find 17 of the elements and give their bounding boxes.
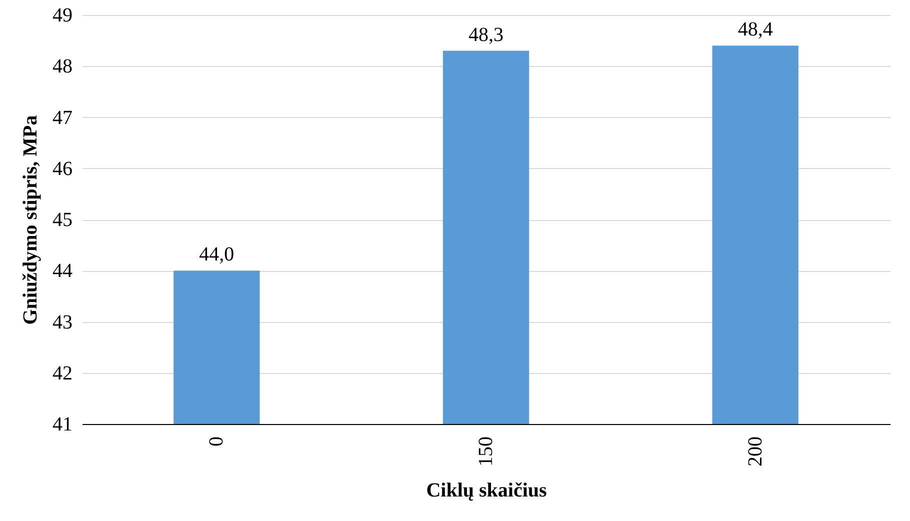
y-tick-label: 48 — [52, 56, 72, 78]
x-axis-title: Ciklų skaičius — [426, 480, 548, 502]
y-tick-label: 44 — [52, 260, 72, 282]
x-tick-label: 0 — [206, 436, 228, 446]
y-tick-label: 42 — [52, 362, 72, 384]
y-tick-label: 41 — [52, 414, 72, 436]
y-axis-title: Gniuždymo stipris, MPa — [20, 115, 42, 325]
data-label: 44,0 — [199, 244, 234, 266]
y-tick-label: 43 — [52, 311, 72, 334]
y-tick-label: 49 — [52, 4, 72, 26]
x-tick-label: 150 — [475, 436, 497, 466]
data-label: 48,4 — [738, 18, 773, 41]
y-tick-label: 45 — [52, 209, 72, 231]
y-tick-label: 46 — [52, 158, 72, 180]
y-tick-label: 47 — [52, 106, 72, 129]
data-label: 48,3 — [468, 24, 504, 46]
x-tick-label: 200 — [744, 436, 766, 466]
